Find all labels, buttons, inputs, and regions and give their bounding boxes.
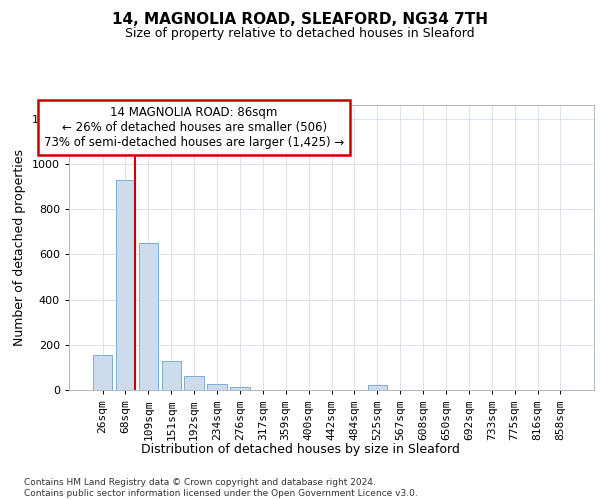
Bar: [208, 384, 227, 390]
Y-axis label: Number of detached properties: Number of detached properties: [13, 149, 26, 346]
Text: Contains HM Land Registry data © Crown copyright and database right 2024.
Contai: Contains HM Land Registry data © Crown c…: [24, 478, 418, 498]
Bar: [116, 180, 135, 390]
Bar: [139, 243, 158, 390]
Bar: [161, 361, 181, 390]
Text: Size of property relative to detached houses in Sleaford: Size of property relative to detached ho…: [125, 28, 475, 40]
Bar: [93, 355, 112, 390]
Bar: [184, 376, 204, 390]
Bar: [230, 386, 250, 390]
Text: Distribution of detached houses by size in Sleaford: Distribution of detached houses by size …: [140, 442, 460, 456]
Text: 14, MAGNOLIA ROAD, SLEAFORD, NG34 7TH: 14, MAGNOLIA ROAD, SLEAFORD, NG34 7TH: [112, 12, 488, 28]
Text: 14 MAGNOLIA ROAD: 86sqm
← 26% of detached houses are smaller (506)
73% of semi-d: 14 MAGNOLIA ROAD: 86sqm ← 26% of detache…: [44, 106, 344, 149]
Bar: [368, 386, 387, 390]
